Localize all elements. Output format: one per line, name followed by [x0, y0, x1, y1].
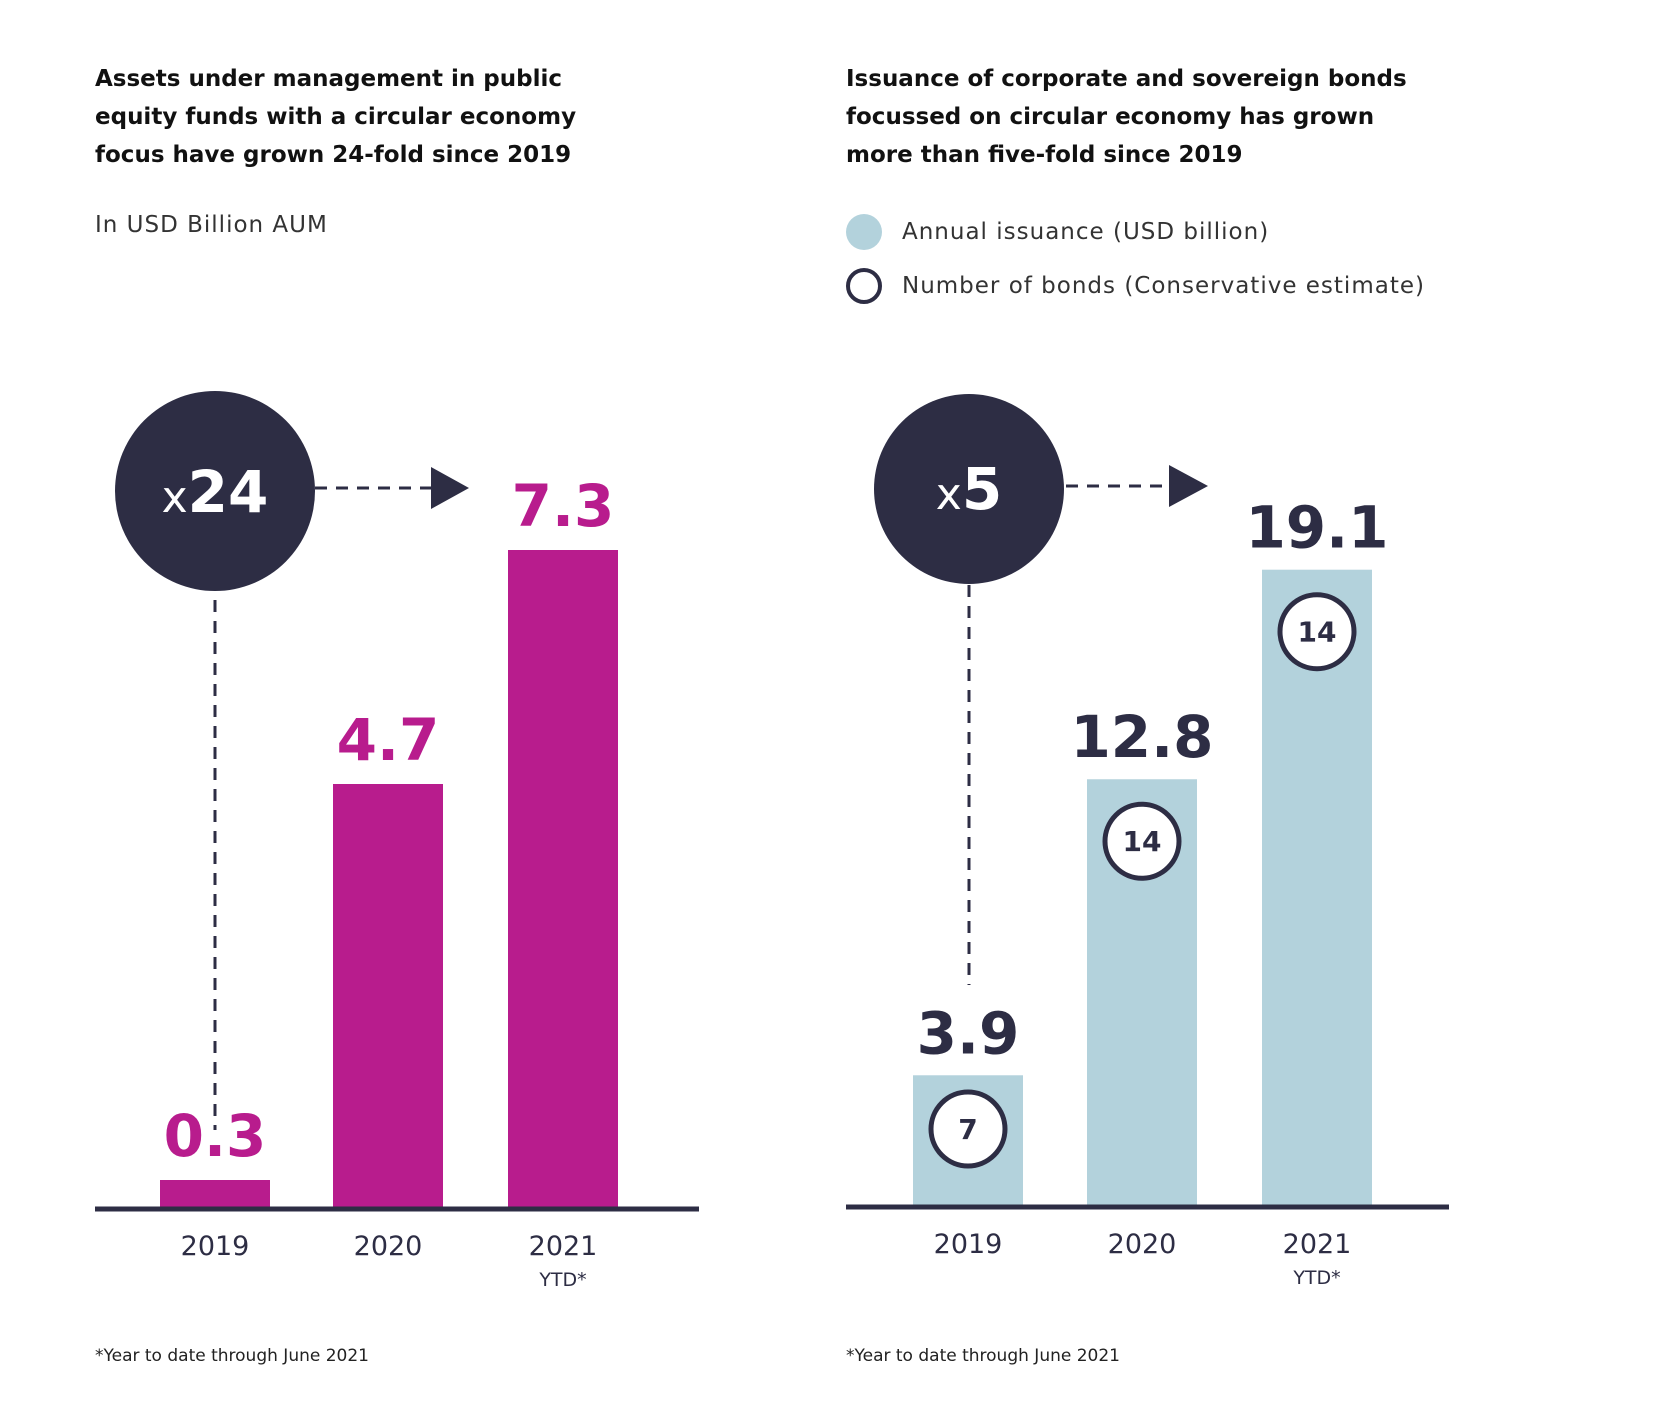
legend-label-number-of-bonds: Number of bonds (Conservative estimate): [902, 273, 1425, 299]
left-title-line-2: equity funds with a circular economy: [95, 104, 577, 130]
x-tick-label-2019: 2019: [934, 1229, 1003, 1260]
left-multiplier-prefix: x: [162, 472, 188, 523]
right-multiplier-label: x5: [936, 455, 1002, 523]
left-footnote: *Year to date through June 2021: [95, 1346, 369, 1366]
legend-item-number-of-bonds: Number of bonds (Conservative estimate): [846, 259, 1425, 313]
right-chart-svg: x5 3.9 7 2019 12.8 14 2020 19.1 14 2021 YTD*: [846, 394, 1449, 1289]
left-title-line-1: Assets under management in public: [95, 66, 562, 92]
right-footnote: *Year to date through June 2021: [846, 1346, 1120, 1366]
left-multiplier-label: x24: [162, 458, 269, 526]
left-multiplier-circle: [115, 391, 315, 591]
value-label-2020: 4.7: [337, 706, 440, 774]
left-title-line-3: focus have grown 24-fold since 2019: [95, 142, 572, 168]
right-chart-panel: Issuance of corporate and sovereign bond…: [846, 0, 1606, 1419]
right-title-line-3: more than five-fold since 2019: [846, 142, 1243, 168]
right-title-line-2: focussed on circular economy has grown: [846, 104, 1375, 130]
x-tick-label-2021: 2021: [529, 1231, 598, 1262]
left-chart-title: Assets under management in public equity…: [95, 60, 815, 174]
right-multiplier-value: 5: [962, 455, 1002, 523]
right-multiplier-prefix: x: [936, 469, 962, 520]
bond-count-ring-2020: [1102, 801, 1182, 881]
ring-icon: [846, 268, 882, 304]
bond-count-label-2020: 14: [1123, 825, 1162, 858]
filled-circle-icon: [846, 214, 882, 250]
value-label-2019: 0.3: [164, 1102, 267, 1170]
value-label-2019: 3.9: [917, 999, 1020, 1067]
bond-count-label-2021: 14: [1298, 616, 1337, 649]
value-label-2021: 19.1: [1245, 494, 1388, 562]
left-chart-svg: x24 0.3 2019 4.7 2020 7.3 2021 YTD*: [95, 391, 699, 1291]
legend-label-annual-issuance: Annual issuance (USD billion): [902, 219, 1270, 245]
bar-2019: [160, 1180, 270, 1207]
right-chart-title: Issuance of corporate and sovereign bond…: [846, 60, 1566, 174]
x-tick-label-2020: 2020: [1108, 1229, 1177, 1260]
bar-2021: [1262, 569, 1372, 1205]
bond-count-ring-2019: [928, 1089, 1008, 1169]
left-multiplier-value: 24: [188, 458, 269, 526]
right-multiplier-arrowhead: [1169, 465, 1208, 507]
x-tick-label-2019: 2019: [181, 1231, 250, 1262]
x-tick-label-2020: 2020: [354, 1231, 423, 1262]
bar-2021: [508, 550, 618, 1207]
bar-2020: [333, 784, 443, 1207]
value-label-2020: 12.8: [1070, 703, 1213, 771]
x-tick-sublabel-2021: YTD*: [538, 1269, 586, 1291]
right-title-line-1: Issuance of corporate and sovereign bond…: [846, 66, 1407, 92]
right-multiplier-circle: [874, 394, 1064, 584]
x-tick-label-2021: 2021: [1283, 1229, 1352, 1260]
legend-item-annual-issuance: Annual issuance (USD billion): [846, 205, 1425, 259]
x-tick-sublabel-2021: YTD*: [1292, 1267, 1340, 1289]
right-chart-legend: Annual issuance (USD billion) Number of …: [846, 205, 1425, 313]
left-chart-subtitle: In USD Billion AUM: [95, 212, 328, 238]
bond-count-ring-2021: [1277, 592, 1357, 672]
bond-count-label-2019: 7: [958, 1113, 977, 1146]
left-chart-panel: Assets under management in public equity…: [95, 0, 855, 1419]
value-label-2021: 7.3: [512, 472, 615, 540]
left-multiplier-arrowhead: [431, 467, 469, 509]
